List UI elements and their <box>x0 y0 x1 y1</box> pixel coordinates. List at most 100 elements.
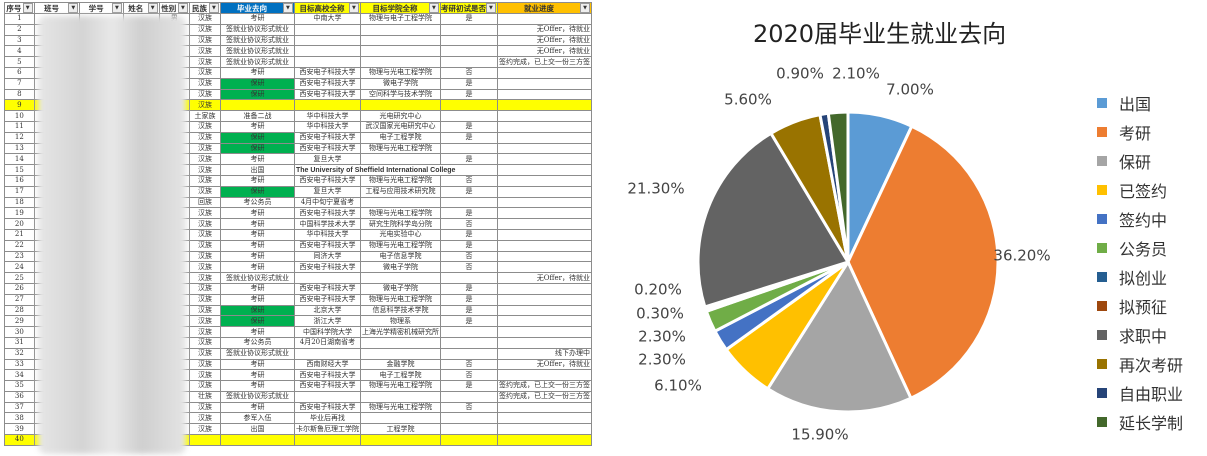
legend-swatch <box>1097 97 1107 108</box>
data-label: 2.30% <box>638 350 686 369</box>
column-header-label: 目标高校全称 <box>299 3 345 13</box>
data-label: 15.90% <box>791 425 849 444</box>
column-header-label: 就业进度 <box>523 3 554 13</box>
table-cell[interactable] <box>496 142 593 155</box>
legend-swatch <box>1097 329 1107 340</box>
table-cell[interactable] <box>496 185 593 198</box>
legend-label: 保研 <box>1119 152 1152 172</box>
legend-label: 自由职业 <box>1119 384 1184 404</box>
data-label: 2.30% <box>638 327 686 346</box>
column-header-label: 毕业去向 <box>236 3 267 13</box>
data-label: 0.90% <box>776 64 824 83</box>
legend-label: 出国 <box>1119 94 1152 114</box>
legend-item: 已签约 <box>1097 175 1183 204</box>
column-header-wrap: 目标学院全称 ▼ <box>361 3 439 13</box>
column-header-wrap: 毕业去向 ▼ <box>221 3 293 13</box>
filter-dropdown-icon[interactable]: ▼ <box>147 3 158 13</box>
table-cell[interactable] <box>496 228 593 241</box>
column-header[interactable]: 学号 ▼ <box>79 2 124 14</box>
column-header[interactable]: 序号 ▼ <box>4 2 35 14</box>
filter-dropdown-icon[interactable]: ▼ <box>282 3 293 13</box>
table-row[interactable]: 1男汉族考研中南大学物理与电子工程学院是 <box>4 13 593 25</box>
filter-dropdown-icon[interactable]: ▼ <box>580 3 590 13</box>
column-header-wrap: 性别 ▼ <box>160 3 188 13</box>
column-header[interactable]: 就业进度 ▼ <box>496 2 593 14</box>
legend-swatch <box>1097 155 1107 166</box>
data-label: 2.10% <box>832 64 880 83</box>
legend-swatch <box>1097 213 1107 224</box>
data-label: 0.20% <box>634 280 682 299</box>
data-label: 21.30% <box>627 179 685 198</box>
table-cell[interactable] <box>496 434 593 446</box>
legend-item: 出国 <box>1097 88 1183 117</box>
legend-item: 保研 <box>1097 146 1183 175</box>
data-label: 0.30% <box>636 304 684 323</box>
pie-slice-8[interactable] <box>696 131 851 309</box>
column-header-wrap: 考研初试是否 ▼ <box>440 3 496 13</box>
column-header-wrap: 序号 ▼ <box>5 3 33 13</box>
column-header-label: 序号 <box>6 3 22 13</box>
table-row[interactable]: 24女汉族考研西安电子科技大学微电子学院否 <box>4 261 593 274</box>
table-cell[interactable] <box>496 174 593 187</box>
table-cell[interactable] <box>496 239 593 252</box>
table-cell[interactable] <box>496 153 593 166</box>
legend-label: 已签约 <box>1119 181 1168 201</box>
legend-item: 求职中 <box>1097 320 1183 349</box>
pie-slice-11[interactable] <box>826 110 850 263</box>
table-cell[interactable] <box>496 131 593 144</box>
pie-slice-1[interactable] <box>846 124 1000 401</box>
filter-dropdown-icon[interactable]: ▼ <box>348 3 359 13</box>
legend-swatch <box>1097 358 1107 369</box>
column-header-label: 班号 <box>43 3 59 13</box>
column-header-wrap: 就业进度 ▼ <box>498 3 590 13</box>
column-header-wrap: 目标高校全称 ▼ <box>295 3 359 13</box>
column-header[interactable]: 毕业去向 ▼ <box>219 2 295 14</box>
column-header-wrap: 班号 ▼ <box>35 3 79 13</box>
table-cell[interactable] <box>496 120 593 133</box>
column-header-label: 学号 <box>88 3 104 13</box>
filter-dropdown-icon[interactable]: ▼ <box>428 3 439 13</box>
column-header[interactable]: 目标学院全称 ▼ <box>359 2 441 14</box>
column-header-label: 姓名 <box>128 3 144 13</box>
column-header[interactable]: 姓名 ▼ <box>122 2 160 14</box>
filter-dropdown-icon[interactable]: ▼ <box>68 3 79 13</box>
chart-title: 2020届毕业生就业去向 <box>753 20 1007 48</box>
legend-item: 自由职业 <box>1097 378 1183 407</box>
filter-dropdown-icon[interactable]: ▼ <box>22 3 33 13</box>
legend-label: 再次考研 <box>1119 355 1184 375</box>
legend-label: 拟创业 <box>1119 268 1168 288</box>
table-cell[interactable] <box>496 164 593 176</box>
column-header-label: 性别 <box>161 3 177 13</box>
blurred-personal-info <box>38 16 186 454</box>
filter-dropdown-icon[interactable]: ▼ <box>485 3 496 13</box>
legend-label: 延长学制 <box>1119 413 1184 433</box>
legend-item: 公务员 <box>1097 233 1183 262</box>
table-cell[interactable] <box>496 218 593 230</box>
data-label: 5.60% <box>724 90 772 109</box>
legend-swatch <box>1097 300 1107 311</box>
filter-dropdown-icon[interactable]: ▼ <box>111 3 122 13</box>
data-label: 36.20% <box>993 246 1051 265</box>
column-header-label: 目标学院全称 <box>372 3 418 13</box>
data-label: 6.10% <box>654 376 702 395</box>
column-header[interactable]: 民族 ▼ <box>188 2 221 14</box>
filter-dropdown-icon[interactable]: ▼ <box>208 3 219 13</box>
filter-dropdown-icon[interactable]: ▼ <box>177 3 188 13</box>
legend-swatch <box>1097 387 1107 398</box>
column-header-wrap: 民族 ▼ <box>190 3 219 13</box>
legend-item: 考研 <box>1097 117 1183 146</box>
pie-slice-2[interactable] <box>765 258 913 414</box>
legend-label: 求职中 <box>1119 326 1168 346</box>
column-header-wrap: 学号 ▼ <box>81 3 123 13</box>
column-header-wrap: 姓名 ▼ <box>124 3 158 13</box>
column-header[interactable]: 考研初试是否 ▼ <box>439 2 498 14</box>
chart-legend: 出国 考研 保研 已签约 签约中 公务员 拟创业 拟预征 求职中 再次考研 自由职业 延长学制 <box>1097 88 1183 436</box>
column-header[interactable]: 班号 ▼ <box>33 2 81 14</box>
table-cell[interactable] <box>496 207 593 220</box>
column-header-label: 考研初试是否 <box>440 3 486 13</box>
column-header[interactable]: 性别 ▼ <box>158 2 190 14</box>
column-header[interactable]: 目标高校全称 ▼ <box>293 2 361 14</box>
legend-item: 再次考研 <box>1097 349 1183 378</box>
table-cell[interactable] <box>496 196 593 209</box>
